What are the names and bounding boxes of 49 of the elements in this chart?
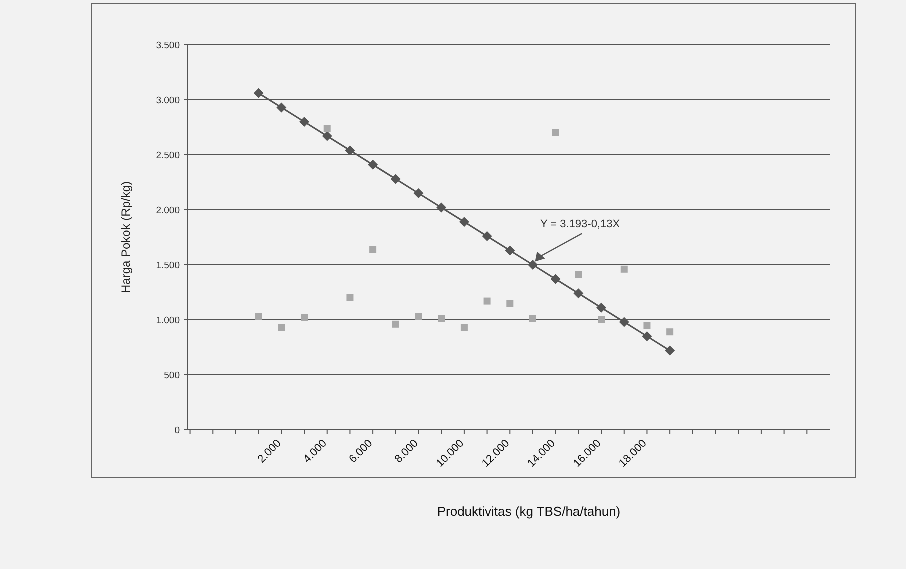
point: [370, 246, 377, 254]
point: [482, 231, 492, 242]
y-tick-label: 2.000: [156, 206, 180, 216]
x-axis-title: Produktivitas (kg TBS/ha/tahun): [437, 504, 621, 519]
point: [414, 188, 424, 198]
y-tick-label: 0: [174, 426, 180, 436]
point: [415, 313, 422, 320]
point: [324, 125, 331, 132]
point: [550, 274, 561, 284]
point: [322, 131, 332, 142]
point: [345, 146, 356, 156]
point: [575, 271, 582, 278]
point: [506, 300, 514, 307]
point: [254, 88, 264, 98]
point: [620, 266, 628, 273]
point: [574, 288, 584, 299]
point: [529, 315, 536, 322]
point: [436, 202, 447, 213]
point: [665, 346, 676, 356]
point: [390, 174, 401, 184]
y-tick-label: 1.000: [156, 316, 180, 326]
point: [276, 102, 287, 113]
point: [460, 324, 468, 332]
point: [644, 322, 651, 329]
point: [459, 217, 470, 228]
point: [596, 302, 607, 313]
y-tick-label: 3.000: [156, 96, 180, 106]
point: [484, 298, 491, 305]
point: [619, 317, 630, 328]
point: [666, 328, 674, 336]
y-tick-label: 3.500: [156, 40, 180, 52]
y-tick-label: 1.500: [156, 260, 180, 272]
point: [278, 324, 286, 332]
point: [642, 332, 652, 342]
point: [505, 246, 516, 256]
y-tick-label: 2.500: [156, 150, 180, 162]
annotation: Y = 3.193-0,13X: [540, 218, 621, 231]
point: [301, 314, 308, 322]
point: [368, 160, 378, 170]
point: [392, 320, 400, 328]
point: [438, 315, 446, 322]
point: [552, 130, 560, 136]
point: [346, 294, 354, 302]
point: [598, 316, 606, 324]
point: [300, 117, 310, 127]
point: [255, 313, 262, 320]
y-axis-title: Harga Pokok (Rp/kg): [119, 181, 133, 294]
y-tick-label: 500: [164, 370, 180, 382]
point: [528, 260, 538, 270]
